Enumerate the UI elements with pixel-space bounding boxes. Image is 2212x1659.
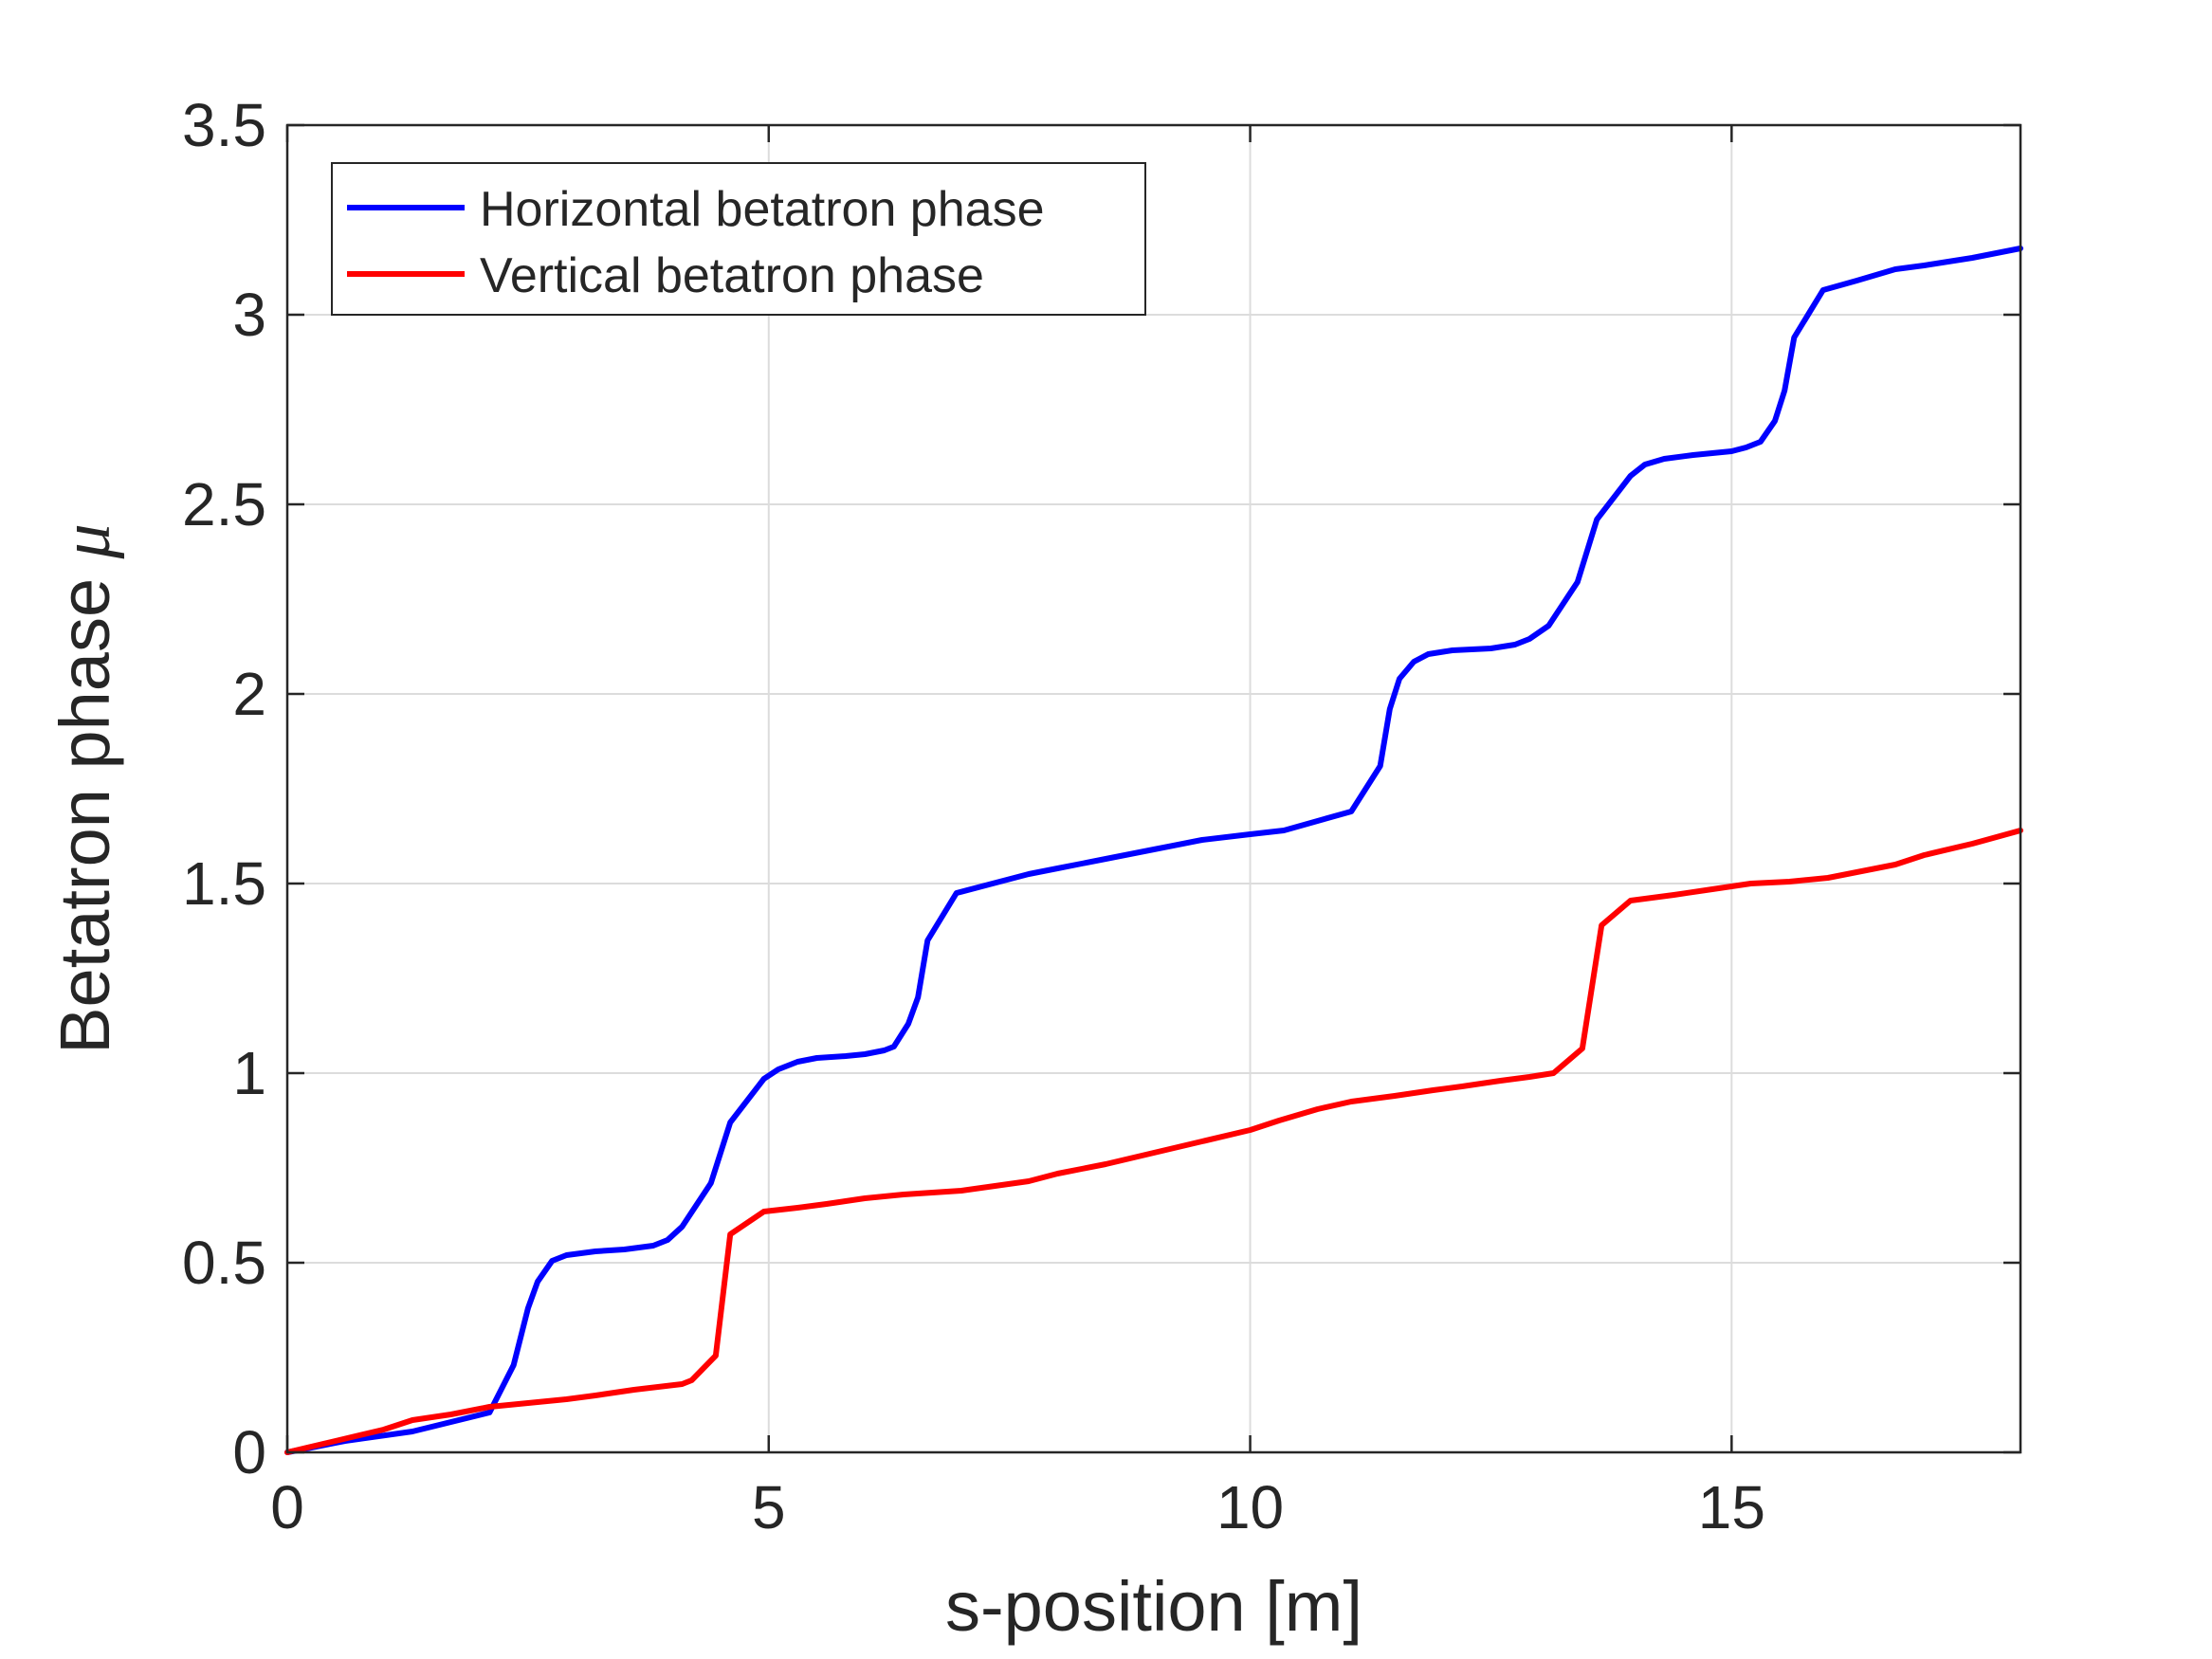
- series-layer: [284, 246, 2023, 1455]
- series-line-vertical: [284, 828, 2023, 1455]
- plot-area: [287, 125, 2020, 1452]
- y-axis-label-text: Betatron phase: [46, 578, 124, 1054]
- y-tick-label: 2.5: [182, 470, 266, 538]
- y-tick-label: 2: [232, 660, 266, 728]
- x-axis-label: s-position [m]: [945, 1567, 1362, 1646]
- y-axis-label-symbol: μ: [47, 523, 125, 559]
- axes-box: [285, 123, 2022, 1454]
- series-line-horizontal: [284, 246, 2023, 1455]
- legend-label-vertical: Vertical betatron phase: [480, 248, 984, 303]
- y-tick-label: 1.5: [182, 849, 266, 918]
- y-tick-label: 0.5: [182, 1229, 266, 1297]
- y-tick-label: 3.5: [182, 91, 266, 159]
- legend-box: [331, 162, 1146, 316]
- y-tick-label: 0: [232, 1418, 266, 1486]
- x-tick-label: 15: [1698, 1473, 1765, 1541]
- y-axis-label: Betatron phase μ: [46, 523, 125, 1054]
- y-tick-label: 3: [232, 281, 266, 349]
- x-tick-label: 5: [752, 1473, 786, 1541]
- x-tick-label: 10: [1216, 1473, 1284, 1541]
- legend: Horizontal betatron phase Vertical betat…: [331, 162, 1146, 316]
- y-tick-label: 1: [232, 1039, 266, 1107]
- ticks: 0 5 10 15 0 0.5 1 1.5 2 2.5 3 3.5: [182, 91, 2020, 1541]
- x-tick-label: 0: [270, 1473, 304, 1541]
- legend-label-horizontal: Horizontal betatron phase: [480, 182, 1045, 237]
